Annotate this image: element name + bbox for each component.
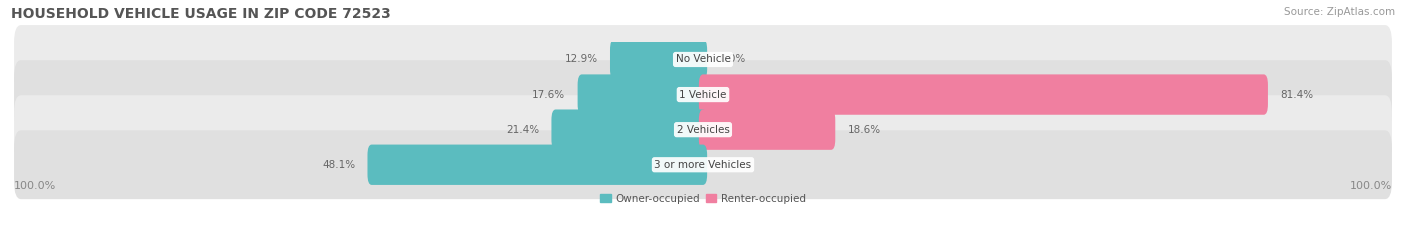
FancyBboxPatch shape — [699, 110, 835, 150]
FancyBboxPatch shape — [551, 110, 707, 150]
Text: 18.6%: 18.6% — [848, 125, 880, 135]
Text: No Vehicle: No Vehicle — [675, 55, 731, 65]
FancyBboxPatch shape — [578, 74, 707, 115]
Text: 100.0%: 100.0% — [14, 182, 56, 192]
Text: 3 or more Vehicles: 3 or more Vehicles — [654, 160, 752, 170]
FancyBboxPatch shape — [14, 60, 1392, 129]
Text: 100.0%: 100.0% — [1350, 182, 1392, 192]
Text: 12.9%: 12.9% — [564, 55, 598, 65]
Text: 2 Vehicles: 2 Vehicles — [676, 125, 730, 135]
Text: 17.6%: 17.6% — [531, 89, 565, 99]
Text: 0.0%: 0.0% — [720, 55, 745, 65]
Text: 81.4%: 81.4% — [1281, 89, 1313, 99]
FancyBboxPatch shape — [367, 144, 707, 185]
FancyBboxPatch shape — [699, 74, 1268, 115]
Text: 1 Vehicle: 1 Vehicle — [679, 89, 727, 99]
Text: 0.0%: 0.0% — [720, 160, 745, 170]
FancyBboxPatch shape — [610, 39, 707, 80]
Text: 21.4%: 21.4% — [506, 125, 538, 135]
FancyBboxPatch shape — [14, 25, 1392, 94]
Text: 48.1%: 48.1% — [322, 160, 356, 170]
Text: HOUSEHOLD VEHICLE USAGE IN ZIP CODE 72523: HOUSEHOLD VEHICLE USAGE IN ZIP CODE 7252… — [11, 7, 391, 21]
Text: Source: ZipAtlas.com: Source: ZipAtlas.com — [1284, 7, 1395, 17]
Legend: Owner-occupied, Renter-occupied: Owner-occupied, Renter-occupied — [600, 194, 806, 204]
FancyBboxPatch shape — [14, 95, 1392, 164]
FancyBboxPatch shape — [14, 130, 1392, 199]
